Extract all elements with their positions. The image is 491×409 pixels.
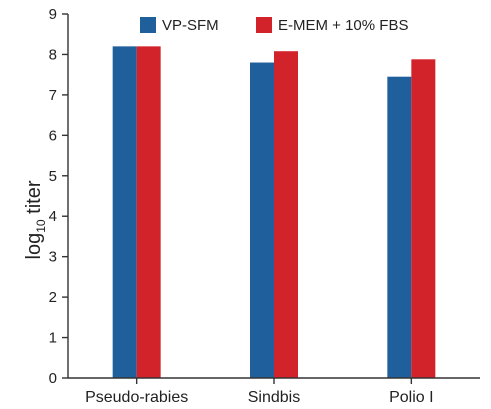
- y-tick-label: 9: [49, 6, 57, 23]
- y-axis-title-base: log: [23, 233, 45, 260]
- x-category-label: Pseudo-rabies: [85, 389, 188, 406]
- bar-e-mem-fbs: [274, 51, 298, 378]
- bar-vp-sfm: [112, 46, 137, 378]
- y-tick-label: 8: [49, 46, 57, 63]
- bar-e-mem-fbs: [411, 59, 436, 378]
- y-tick-label: 4: [49, 208, 57, 225]
- bar-vp-sfm: [387, 76, 412, 378]
- x-category-label: Polio I: [389, 389, 433, 406]
- legend-label: E-MEM + 10% FBS: [278, 17, 408, 34]
- y-axis-title: log10 titer: [23, 180, 48, 259]
- y-axis: 0 1 2 3 4 5 6 7 8 9: [49, 6, 69, 387]
- y-tick-label: 0: [49, 370, 57, 387]
- legend-swatch: [140, 17, 156, 33]
- bars-group: [112, 46, 436, 379]
- x-category-label: Sindbis: [248, 389, 300, 406]
- y-axis-title-suffix: titer: [23, 180, 45, 219]
- y-tick-label: 3: [49, 249, 57, 266]
- svg-text:log10 titer: log10 titer: [23, 180, 48, 259]
- legend: VP-SFM E-MEM + 10% FBS: [140, 17, 408, 34]
- bar-e-mem-fbs: [136, 46, 161, 378]
- y-tick-label: 1: [49, 330, 57, 347]
- legend-swatch: [256, 17, 272, 33]
- y-tick-label: 6: [49, 127, 57, 144]
- legend-label: VP-SFM: [162, 17, 219, 34]
- y-tick-label: 7: [49, 87, 57, 104]
- y-tick-label: 2: [49, 289, 57, 306]
- y-tick-label: 5: [49, 168, 57, 185]
- bar-vp-sfm: [250, 62, 274, 379]
- y-axis-title-subscript: 10: [34, 219, 48, 233]
- x-axis: Pseudo-rabies Sindbis Polio I: [68, 377, 480, 406]
